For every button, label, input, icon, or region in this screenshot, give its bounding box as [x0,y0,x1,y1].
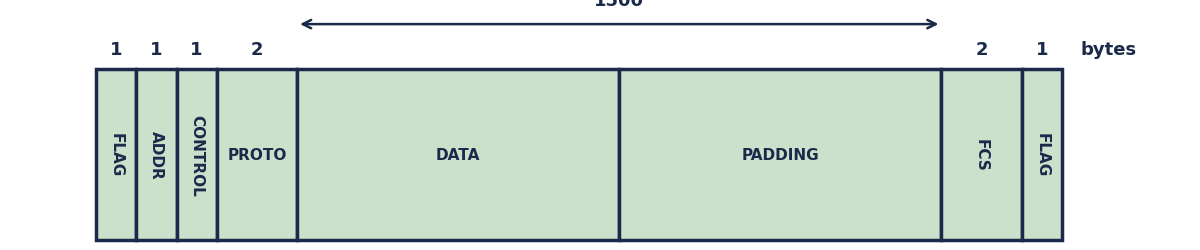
Text: 1: 1 [150,41,163,59]
Text: FLAG: FLAG [1034,133,1049,177]
Text: bytes: bytes [1080,41,1136,59]
Text: PROTO: PROTO [227,148,287,162]
Text: 1: 1 [1036,41,1048,59]
Bar [619,70,941,240]
Text: 2: 2 [976,41,988,59]
Bar [217,70,298,240]
Text: FCS: FCS [974,139,989,171]
Bar [176,70,217,240]
Text: CONTROL: CONTROL [190,114,204,196]
Bar [96,70,137,240]
Text: PADDING: PADDING [742,148,820,162]
Text: 1: 1 [110,41,122,59]
Bar [1021,70,1062,240]
Text: DATA: DATA [436,148,480,162]
Text: 1: 1 [191,41,203,59]
Text: 1500: 1500 [594,0,644,10]
Bar [137,70,176,240]
Text: FLAG: FLAG [109,133,124,177]
Bar [298,70,619,240]
Text: 2: 2 [251,41,263,59]
Text: ADDR: ADDR [149,131,164,179]
Bar [941,70,1021,240]
